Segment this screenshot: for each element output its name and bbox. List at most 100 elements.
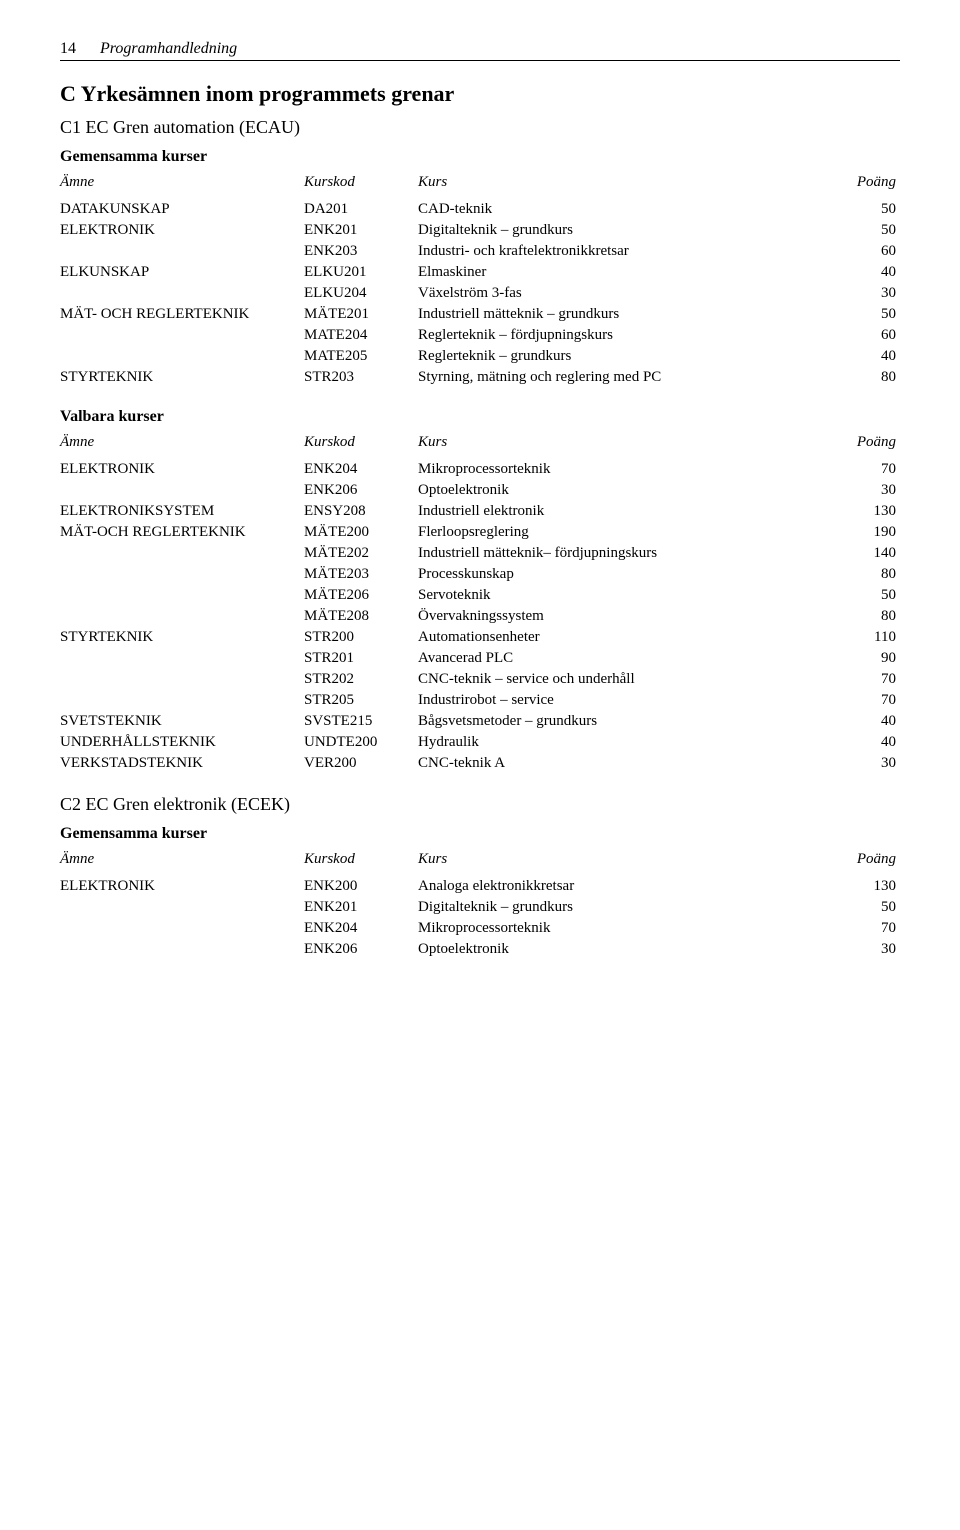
table-row: ELKU204Växelström 3-fas30 bbox=[60, 283, 900, 304]
cell-amne bbox=[60, 585, 304, 606]
cell-amne: UNDERHÅLLSTEKNIK bbox=[60, 732, 304, 753]
cell-poang: 60 bbox=[846, 241, 900, 262]
cell-kurskod: MÄTE206 bbox=[304, 585, 418, 606]
cell-poang: 40 bbox=[846, 346, 900, 367]
cell-poang: 50 bbox=[846, 897, 900, 918]
cell-amne: STYRTEKNIK bbox=[60, 627, 304, 648]
table-row: STR202CNC-teknik – service och underhåll… bbox=[60, 669, 900, 690]
cell-kurs: Industri- och kraftelektronikkretsar bbox=[418, 241, 846, 262]
column-header-kurskod: Kurskod bbox=[304, 849, 418, 876]
cell-amne bbox=[60, 543, 304, 564]
group-label: Gemensamma kurser bbox=[60, 825, 900, 843]
cell-kurskod: UNDTE200 bbox=[304, 732, 418, 753]
table-row: ELKUNSKAPELKU201Elmaskiner40 bbox=[60, 262, 900, 283]
cell-poang: 50 bbox=[846, 199, 900, 220]
column-header-kurskod: Kurskod bbox=[304, 432, 418, 459]
cell-poang: 50 bbox=[846, 220, 900, 241]
cell-poang: 130 bbox=[846, 876, 900, 897]
table-row: UNDERHÅLLSTEKNIKUNDTE200Hydraulik40 bbox=[60, 732, 900, 753]
cell-poang: 90 bbox=[846, 648, 900, 669]
column-header-kurs: Kurs bbox=[418, 172, 846, 199]
cell-poang: 30 bbox=[846, 753, 900, 774]
cell-kurskod: STR200 bbox=[304, 627, 418, 648]
column-header-poang: Poäng bbox=[846, 172, 900, 199]
cell-amne bbox=[60, 606, 304, 627]
course-table: ÄmneKurskodKursPoängELEKTRONIKENK204Mikr… bbox=[60, 432, 900, 774]
cell-amne: SVETSTEKNIK bbox=[60, 711, 304, 732]
table-row: ELEKTRONIKSYSTEMENSY208Industriell elekt… bbox=[60, 501, 900, 522]
cell-amne: DATAKUNSKAP bbox=[60, 199, 304, 220]
table-row: MÄTE203Processkunskap80 bbox=[60, 564, 900, 585]
cell-kurskod: MÄTE201 bbox=[304, 304, 418, 325]
cell-amne: ELEKTRONIK bbox=[60, 459, 304, 480]
table-row: MÄT- OCH REGLERTEKNIKMÄTE201Industriell … bbox=[60, 304, 900, 325]
cell-kurskod: MÄTE202 bbox=[304, 543, 418, 564]
table-row: STR205Industrirobot – service70 bbox=[60, 690, 900, 711]
table-row: ELEKTRONIKENK204Mikroprocessorteknik70 bbox=[60, 459, 900, 480]
group-label: Valbara kurser bbox=[60, 408, 900, 426]
cell-amne bbox=[60, 918, 304, 939]
cell-kurskod: MATE205 bbox=[304, 346, 418, 367]
cell-kurskod: MÄTE208 bbox=[304, 606, 418, 627]
cell-kurs: Automationsenheter bbox=[418, 627, 846, 648]
cell-amne: ELEKTRONIK bbox=[60, 876, 304, 897]
table-row: MÄTE208Övervakningssystem80 bbox=[60, 606, 900, 627]
cell-kurskod: ENK200 bbox=[304, 876, 418, 897]
cell-kurskod: STR205 bbox=[304, 690, 418, 711]
cell-kurskod: ELKU204 bbox=[304, 283, 418, 304]
column-header-amne: Ämne bbox=[60, 172, 304, 199]
main-heading: C Yrkesämnen inom programmets grenar bbox=[60, 81, 900, 107]
cell-kurskod: MÄTE200 bbox=[304, 522, 418, 543]
table-row: STR201Avancerad PLC90 bbox=[60, 648, 900, 669]
table-row: ENK204Mikroprocessorteknik70 bbox=[60, 918, 900, 939]
cell-poang: 70 bbox=[846, 459, 900, 480]
cell-kurskod: SVSTE215 bbox=[304, 711, 418, 732]
sections-container: C1 EC Gren automation (ECAU)Gemensamma k… bbox=[60, 117, 900, 960]
cell-kurs: Industriell elektronik bbox=[418, 501, 846, 522]
cell-kurskod: ELKU201 bbox=[304, 262, 418, 283]
cell-amne bbox=[60, 480, 304, 501]
column-header-amne: Ämne bbox=[60, 849, 304, 876]
group-label: Gemensamma kurser bbox=[60, 148, 900, 166]
table-row: MATE204Reglerteknik – fördjupningskurs60 bbox=[60, 325, 900, 346]
cell-amne bbox=[60, 325, 304, 346]
cell-poang: 70 bbox=[846, 918, 900, 939]
cell-poang: 70 bbox=[846, 669, 900, 690]
cell-poang: 40 bbox=[846, 732, 900, 753]
cell-amne bbox=[60, 648, 304, 669]
course-table: ÄmneKurskodKursPoängDATAKUNSKAPDA201CAD-… bbox=[60, 172, 900, 388]
cell-poang: 130 bbox=[846, 501, 900, 522]
cell-amne bbox=[60, 669, 304, 690]
cell-kurs: Digitalteknik – grundkurs bbox=[418, 220, 846, 241]
cell-poang: 140 bbox=[846, 543, 900, 564]
cell-poang: 50 bbox=[846, 304, 900, 325]
cell-amne: ELEKTRONIKSYSTEM bbox=[60, 501, 304, 522]
cell-poang: 80 bbox=[846, 367, 900, 388]
cell-kurs: Processkunskap bbox=[418, 564, 846, 585]
cell-kurskod: ENK203 bbox=[304, 241, 418, 262]
cell-kurskod: STR203 bbox=[304, 367, 418, 388]
cell-kurs: Mikroprocessorteknik bbox=[418, 918, 846, 939]
cell-kurs: Optoelektronik bbox=[418, 480, 846, 501]
cell-kurs: Reglerteknik – grundkurs bbox=[418, 346, 846, 367]
cell-kurs: Styrning, mätning och reglering med PC bbox=[418, 367, 846, 388]
header-title: Programhandledning bbox=[100, 40, 237, 58]
cell-poang: 30 bbox=[846, 480, 900, 501]
cell-kurskod: MATE204 bbox=[304, 325, 418, 346]
cell-kurs: CNC-teknik A bbox=[418, 753, 846, 774]
cell-poang: 70 bbox=[846, 690, 900, 711]
cell-kurskod: ENK206 bbox=[304, 480, 418, 501]
cell-poang: 80 bbox=[846, 606, 900, 627]
cell-kurskod: VER200 bbox=[304, 753, 418, 774]
cell-kurs: CNC-teknik – service och underhåll bbox=[418, 669, 846, 690]
cell-amne: MÄT- OCH REGLERTEKNIK bbox=[60, 304, 304, 325]
cell-kurskod: ENSY208 bbox=[304, 501, 418, 522]
cell-kurs: Elmaskiner bbox=[418, 262, 846, 283]
column-header-kurs: Kurs bbox=[418, 849, 846, 876]
cell-amne: STYRTEKNIK bbox=[60, 367, 304, 388]
cell-amne: VERKSTADSTEKNIK bbox=[60, 753, 304, 774]
cell-kurskod: ENK204 bbox=[304, 459, 418, 480]
table-row: ELEKTRONIKENK201Digitalteknik – grundkur… bbox=[60, 220, 900, 241]
cell-kurs: Industrirobot – service bbox=[418, 690, 846, 711]
column-header-poang: Poäng bbox=[846, 432, 900, 459]
